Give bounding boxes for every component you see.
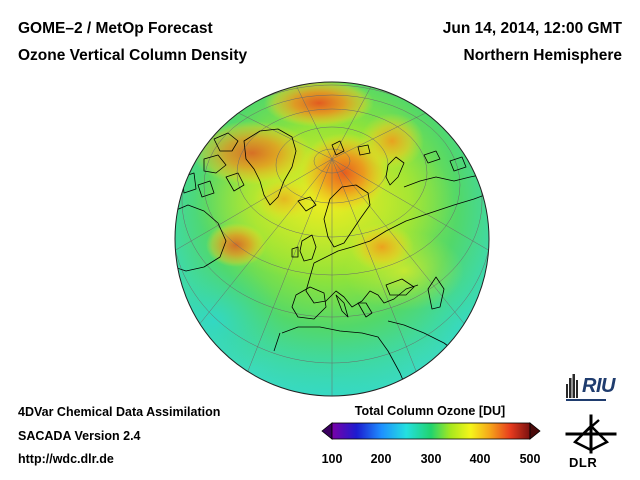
colorbar-tick-300: 300 <box>420 452 442 466</box>
coastlines <box>175 128 489 396</box>
globe-outline <box>174 81 490 397</box>
colorbar-max-arrow <box>529 422 541 440</box>
colorbar-tick-100: 100 <box>321 452 343 466</box>
map-subtitle: Ozone Vertical Column Density <box>18 47 248 64</box>
wdc-url-link[interactable]: http://wdc.dlr.de <box>18 452 114 466</box>
ozone-globe-map <box>174 81 490 397</box>
colorbar-tick-500: 500 <box>519 452 541 466</box>
colorbar-tick-400: 400 <box>469 452 491 466</box>
sacada-version-label: SACADA Version 2.4 <box>18 429 141 443</box>
colorbar-title: Total Column Ozone [DU] <box>354 404 506 418</box>
colorbar-gradient <box>331 422 531 440</box>
ozone-colorbar <box>321 422 541 440</box>
colorbar-tick-200: 200 <box>370 452 392 466</box>
forecast-date: Jun 14, 2014, 12:00 GMT <box>442 20 622 37</box>
riu-logo-text: RIU <box>582 375 615 397</box>
map-title: GOME–2 / MetOp Forecast <box>18 20 213 37</box>
dlr-logo-text: DLR <box>569 455 598 470</box>
assimilation-system-label: 4DVar Chemical Data Assimilation <box>18 405 221 419</box>
colorbar-min-arrow <box>321 422 333 440</box>
riu-logo-icon <box>566 374 606 401</box>
dlr-logo-icon <box>565 414 617 454</box>
hemisphere-label: Northern Hemisphere <box>463 47 622 64</box>
